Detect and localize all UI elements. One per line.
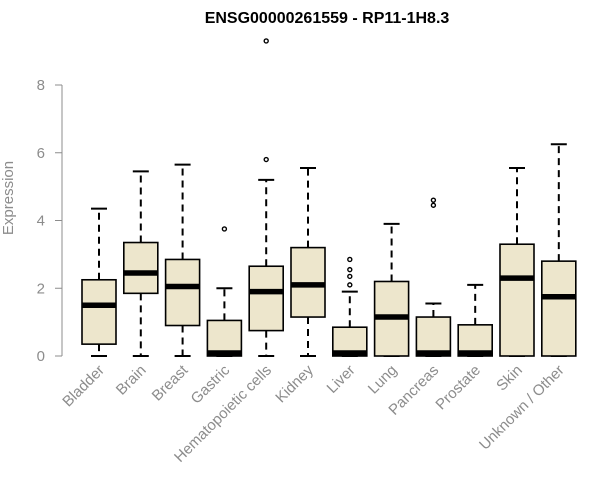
box-lung <box>373 222 410 357</box>
box-unknown-other <box>540 143 577 357</box>
x-tick-label: Liver <box>324 362 359 397</box>
outlier-point <box>347 282 353 288</box>
boxes-group <box>81 38 577 357</box>
y-axis-label: Expression <box>0 161 17 235</box>
box-skin <box>499 166 535 357</box>
box-liver <box>331 256 368 357</box>
box-rect <box>206 319 243 357</box>
x-tick-label: Bladder <box>59 362 108 411</box>
y-axis: 0 2 4 6 8 <box>37 77 63 365</box>
box-breast <box>164 163 201 357</box>
x-tick-label: Breast <box>149 361 192 404</box>
outlier-point <box>430 197 437 203</box>
x-tick-label: Skin <box>493 362 526 395</box>
box-rect <box>415 316 452 357</box>
y-tick-label: 2 <box>37 280 45 297</box>
y-tick-label: 6 <box>37 145 45 162</box>
outlier-point <box>221 226 228 232</box>
box-rect <box>540 260 577 357</box>
box-hematopoietic-cells <box>248 38 284 357</box>
box-rect <box>81 278 117 345</box>
outlier-point <box>263 156 269 163</box>
outlier-point <box>263 38 269 44</box>
outlier-point <box>347 273 353 280</box>
outlier-point <box>430 202 437 208</box>
x-tick-label: Lung <box>365 362 401 398</box>
x-tick-label: Prostate <box>432 362 484 414</box>
x-tick-label: Kidney <box>272 361 317 406</box>
box-brain <box>123 170 159 357</box>
outlier-point <box>347 266 353 273</box>
box-rect <box>248 265 284 332</box>
box-bladder <box>81 207 117 357</box>
box-rect <box>123 241 159 295</box>
x-tick-label: Brain <box>113 362 150 399</box>
chart-title: ENSG00000261559 - RP11-1H8.3 <box>205 10 450 27</box>
box-prostate <box>457 283 494 357</box>
box-pancreas <box>415 197 452 357</box>
box-rect <box>499 243 535 357</box>
y-tick-label: 8 <box>37 77 45 94</box>
outlier-point <box>347 256 353 263</box>
box-kidney <box>290 166 326 357</box>
y-tick-label: 4 <box>37 213 45 230</box>
y-tick-label: 0 <box>37 348 45 365</box>
box-rect <box>164 258 201 327</box>
box-gastric <box>206 226 243 357</box>
